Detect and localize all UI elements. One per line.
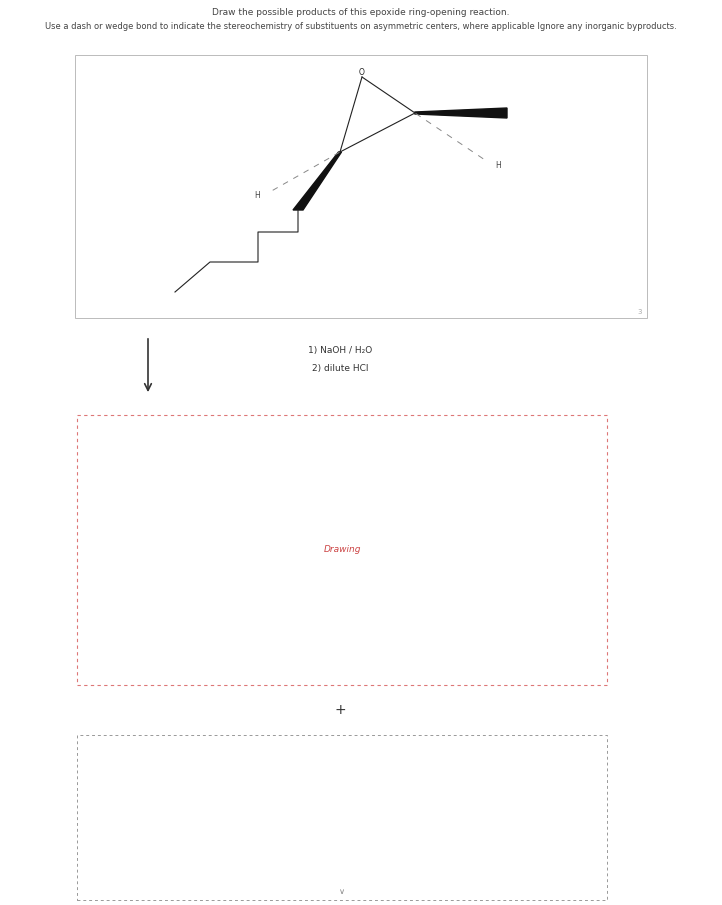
Text: H: H — [254, 192, 260, 201]
Text: ∨: ∨ — [339, 887, 345, 896]
Text: Draw the possible products of this epoxide ring-opening reaction.: Draw the possible products of this epoxi… — [212, 8, 510, 17]
Text: 2) dilute HCl: 2) dilute HCl — [312, 364, 368, 373]
Text: O: O — [359, 69, 365, 78]
Text: H: H — [495, 160, 501, 169]
Text: Use a dash or wedge bond to indicate the stereochemistry of substituents on asym: Use a dash or wedge bond to indicate the… — [45, 22, 677, 31]
Text: 3: 3 — [638, 309, 642, 315]
Polygon shape — [293, 152, 342, 210]
FancyBboxPatch shape — [75, 55, 647, 318]
FancyBboxPatch shape — [77, 735, 607, 900]
Text: Drawing: Drawing — [323, 546, 361, 555]
FancyBboxPatch shape — [77, 415, 607, 685]
Polygon shape — [415, 108, 507, 118]
Text: +: + — [334, 703, 346, 717]
Text: 1) NaOH / H₂O: 1) NaOH / H₂O — [308, 346, 372, 355]
